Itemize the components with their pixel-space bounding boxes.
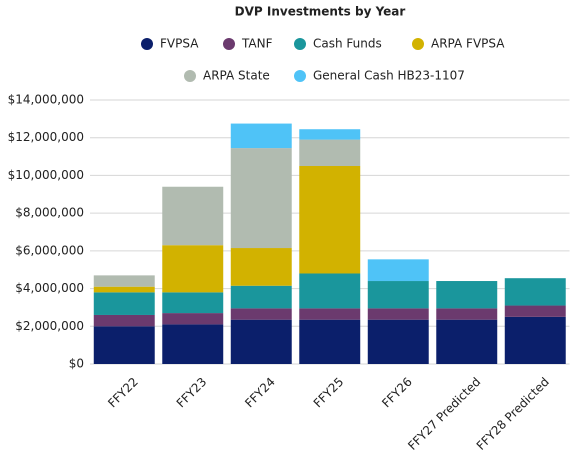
y-tick-label: $6,000,000 xyxy=(15,243,84,257)
legend-label: General Cash HB23-1107 xyxy=(313,69,465,83)
bar-segment xyxy=(299,139,361,166)
bar-segment xyxy=(504,305,566,317)
bar-segment xyxy=(162,245,224,293)
legend-marker xyxy=(294,38,306,50)
bar-segment xyxy=(299,308,361,320)
y-tick-label: $2,000,000 xyxy=(15,319,84,333)
y-tick-label: $8,000,000 xyxy=(15,206,84,220)
x-tick-label: FFY22 xyxy=(105,375,141,411)
bar-segment xyxy=(162,313,224,325)
x-tick-label: FFY27 Predicted xyxy=(405,375,483,453)
y-tick-label: $4,000,000 xyxy=(15,281,84,295)
bar-segment xyxy=(299,166,361,274)
legend-marker xyxy=(223,38,235,50)
bar-segment xyxy=(367,281,429,309)
legend-marker xyxy=(412,38,424,50)
legend-label: ARPA State xyxy=(203,69,270,83)
bar-segment xyxy=(367,319,429,364)
bar-segment xyxy=(230,308,292,320)
bar-segment xyxy=(93,286,155,293)
bar-segment xyxy=(230,248,292,286)
bar-segment xyxy=(230,123,292,149)
bar-segment xyxy=(367,308,429,320)
legend-label: FVPSA xyxy=(160,37,199,51)
bar-segment xyxy=(93,326,155,364)
bar-segment xyxy=(93,275,155,287)
legend-marker xyxy=(294,70,306,82)
chart-title: DVP Investments by Year xyxy=(235,5,406,19)
bar-segment xyxy=(436,319,498,364)
y-tick-label: $10,000,000 xyxy=(8,168,84,182)
x-tick-label: FFY23 xyxy=(174,375,210,411)
x-tick-label: FFY25 xyxy=(311,375,347,411)
legend-label: TANF xyxy=(241,37,273,51)
bar-segment xyxy=(504,316,566,364)
y-tick-label: $0 xyxy=(69,357,84,371)
legend-marker xyxy=(141,38,153,50)
bar-segment xyxy=(162,324,224,364)
y-tick-label: $14,000,000 xyxy=(8,93,84,107)
bar-segment xyxy=(299,273,361,309)
x-tick-label: FFY24 xyxy=(242,375,278,411)
bar-segment xyxy=(230,319,292,364)
legend-marker xyxy=(184,70,196,82)
bar-segment xyxy=(162,292,224,314)
bar-segment xyxy=(93,292,155,315)
bar-segment xyxy=(299,319,361,364)
y-tick-label: $12,000,000 xyxy=(8,130,84,144)
bar-segment xyxy=(230,148,292,249)
bar-segment xyxy=(230,285,292,309)
bar-segment xyxy=(436,308,498,320)
bar-segment xyxy=(367,259,429,282)
bar-segment xyxy=(299,129,361,140)
bar-segment xyxy=(93,314,155,327)
x-tick-label: FFY26 xyxy=(379,375,415,411)
bar-segment xyxy=(436,281,498,309)
x-tick-label: FFY28 Predicted xyxy=(474,375,552,453)
bar-segment xyxy=(162,186,224,246)
legend-label: ARPA FVPSA xyxy=(431,37,505,51)
legend-label: Cash Funds xyxy=(313,37,382,51)
bar-segment xyxy=(504,278,566,306)
